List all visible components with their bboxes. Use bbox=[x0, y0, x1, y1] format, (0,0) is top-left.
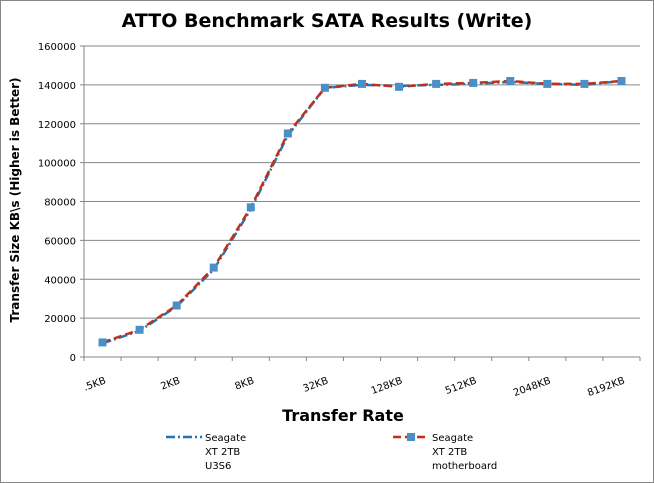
data-point-marker bbox=[580, 79, 589, 88]
data-point-marker bbox=[543, 79, 552, 88]
series bbox=[98, 76, 626, 347]
y-tick-label: 100000 bbox=[38, 159, 76, 170]
y-tick-label: 20000 bbox=[44, 314, 76, 325]
x-tick-labels: .5KB 2KB 8KB 32KB 128KB 512KB 2048KB 8192KB bbox=[82, 375, 626, 399]
data-point-marker bbox=[358, 79, 366, 88]
data-point-marker bbox=[246, 203, 255, 212]
legend-marker-motherboard bbox=[407, 433, 415, 441]
legend-label-motherboard: Seagate bbox=[432, 433, 473, 444]
data-point-marker bbox=[98, 338, 107, 347]
x-tick-label: 128KB bbox=[370, 375, 404, 397]
legend-label-u3s6: XT 2TB bbox=[205, 447, 240, 458]
y-tick-label: 40000 bbox=[44, 275, 76, 286]
data-point-marker bbox=[209, 263, 218, 272]
x-tick-label: 8192KB bbox=[586, 375, 626, 399]
data-point-marker bbox=[617, 76, 626, 85]
y-tick-label: 120000 bbox=[38, 120, 76, 131]
data-point-marker bbox=[172, 301, 181, 310]
x-tick-label: 2048KB bbox=[512, 375, 552, 399]
data-point-marker bbox=[469, 78, 478, 87]
chart-title: ATTO Benchmark SATA Results (Write) bbox=[121, 10, 533, 32]
data-point-marker bbox=[320, 83, 329, 92]
data-point-marker bbox=[432, 79, 441, 88]
legend-label-motherboard: XT 2TB bbox=[432, 447, 467, 458]
x-tick-label: .5KB bbox=[82, 375, 107, 393]
data-point-marker bbox=[506, 76, 515, 85]
y-tick-labels: 0 20000 40000 60000 80000 100000 120000 140000 1… bbox=[38, 42, 76, 364]
y-axis-title: Transfer Size KB\s (Higher is Better) bbox=[8, 78, 22, 323]
y-tick-label: 0 bbox=[70, 353, 76, 364]
x-axis-title: Transfer Rate bbox=[282, 406, 404, 425]
data-point-marker bbox=[283, 129, 292, 138]
legend-label-u3s6: U3S6 bbox=[205, 461, 231, 472]
x-tick-label: 8KB bbox=[233, 375, 255, 392]
grid bbox=[80, 45, 641, 361]
data-point-marker bbox=[395, 82, 404, 91]
y-tick-label: 60000 bbox=[44, 236, 76, 247]
x-tick-label: 512KB bbox=[444, 375, 478, 397]
x-tick-label: 2KB bbox=[159, 375, 181, 392]
y-tick-label: 140000 bbox=[38, 81, 76, 92]
legend-label-u3s6: Seagate bbox=[205, 433, 246, 444]
y-tick-label: 80000 bbox=[44, 198, 76, 209]
x-tick-label: 32KB bbox=[302, 375, 330, 394]
legend-label-motherboard: motherboard bbox=[432, 461, 497, 472]
data-point-marker bbox=[135, 325, 144, 334]
legend: Seagate XT 2TB U3S6 Seagate XT 2TB motherboar… bbox=[166, 433, 497, 472]
y-tick-label: 160000 bbox=[38, 42, 76, 53]
